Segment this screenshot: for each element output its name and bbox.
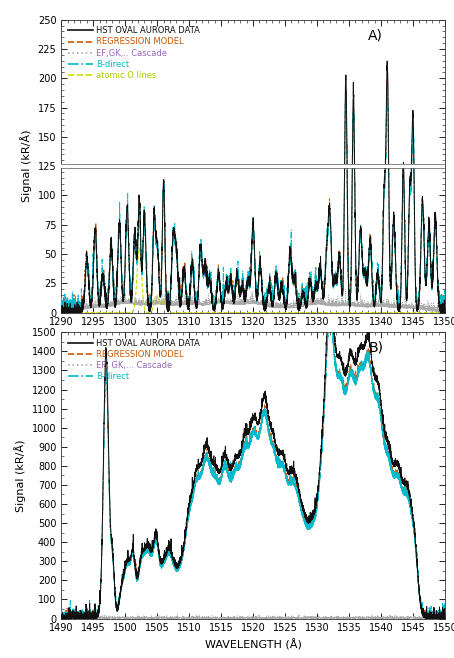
Legend: HST OVAL AURORA DATA, REGRESSION MODEL, EF, GK,... Cascade, B-direct: HST OVAL AURORA DATA, REGRESSION MODEL, … xyxy=(65,336,202,384)
Text: B): B) xyxy=(368,341,383,355)
Y-axis label: Signal (kR/Å): Signal (kR/Å) xyxy=(20,130,32,203)
Legend: HST OVAL AURORA DATA, REGRESSION MODEL, EF,GK,.. Cascade, B-direct, atomic O lin: HST OVAL AURORA DATA, REGRESSION MODEL, … xyxy=(65,24,202,82)
X-axis label: Wavelength (Å): Wavelength (Å) xyxy=(210,333,296,345)
Bar xyxy=(61,164,445,168)
Y-axis label: Signal (kR/Å): Signal (kR/Å) xyxy=(15,439,26,512)
X-axis label: WAVELENGTH (Å): WAVELENGTH (Å) xyxy=(205,639,301,650)
Text: A): A) xyxy=(368,28,383,43)
